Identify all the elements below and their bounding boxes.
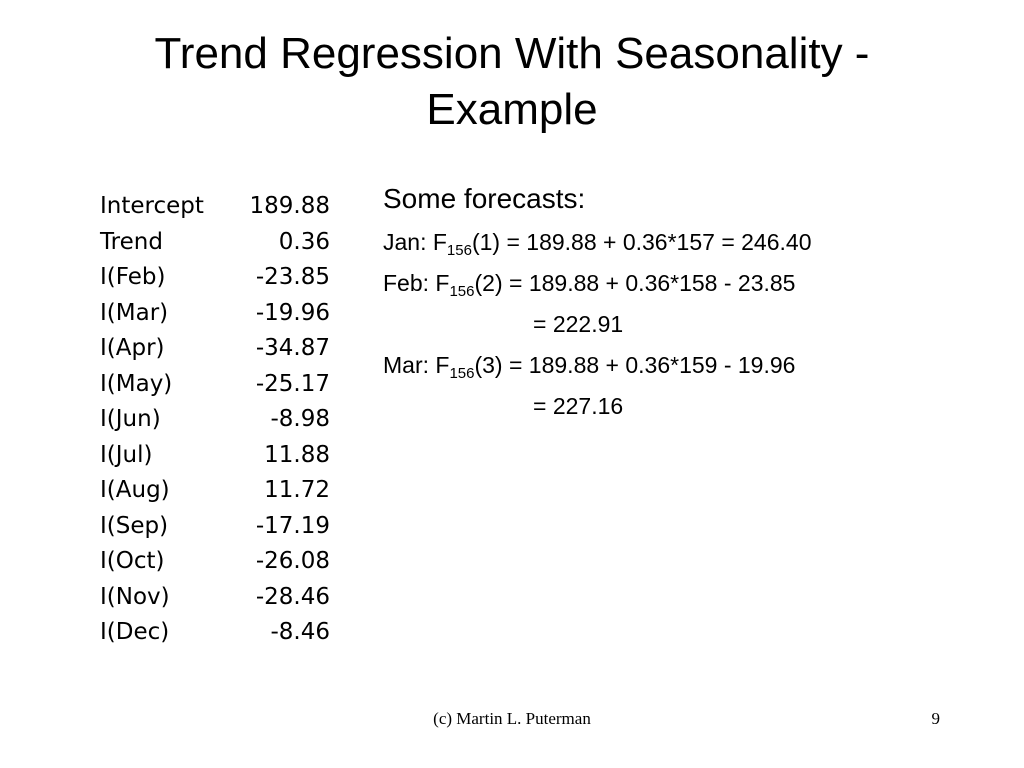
coefficient-value: -26.08: [255, 548, 330, 574]
table-row: I(Nov) -28.46: [100, 580, 330, 616]
table-row: I(Apr) -34.87: [100, 331, 330, 367]
page-number: 9: [931, 709, 941, 728]
coefficient-name: I(Sep): [100, 512, 169, 539]
table-row: I(Jun) -8.98: [100, 402, 330, 438]
forecast-mar-formula: (3) = 189.88 + 0.36*159 - 19.96: [474, 352, 796, 378]
table-row: I(Sep) -17.19: [100, 509, 330, 545]
table-row: I(Mar) -19.96: [100, 296, 330, 332]
table-row: I(Dec) -8.46: [100, 615, 330, 651]
coefficient-value: -34.87: [255, 335, 330, 361]
coefficient-name: I(Mar): [100, 299, 169, 326]
coefficient-name: I(Oct): [100, 548, 165, 574]
coefficient-value: 0.36: [278, 228, 330, 255]
coefficient-name: I(Jun): [100, 406, 161, 432]
forecast-mar-subscript: 156: [449, 365, 475, 382]
coefficient-name: I(Apr): [100, 335, 165, 361]
forecast-feb-formula: (2) = 189.88 + 0.36*158 - 23.85: [474, 270, 796, 296]
forecast-mar: Mar: F156(3) = 189.88 + 0.36*159 - 19.96: [383, 345, 1003, 386]
forecasts-panel: Some forecasts: Jan: F156(1) = 189.88 + …: [383, 180, 1003, 427]
forecast-feb-subscript: 156: [449, 283, 475, 300]
forecast-jan-formula: (1) = 189.88 + 0.36*157 = 246.40: [471, 229, 812, 255]
coefficient-name: I(Aug): [100, 477, 170, 503]
forecast-mar-prefix: Mar: F: [383, 352, 450, 378]
slide-title-line-2: Example: [426, 85, 598, 134]
forecasts-heading: Some forecasts:: [383, 183, 586, 214]
table-row: I(Oct) -26.08: [100, 544, 330, 580]
forecast-feb-prefix: Feb: F: [383, 270, 450, 296]
coefficient-name: Trend: [100, 228, 163, 255]
table-row: I(Aug) 11.72: [100, 473, 330, 509]
coefficient-value: -23.85: [255, 264, 330, 290]
slide-title: Trend Regression With Seasonality - Exam…: [40, 26, 984, 138]
table-row: I(Feb) -23.85: [100, 260, 330, 296]
coefficient-value: -25.17: [255, 370, 330, 397]
coefficient-name: I(Jul): [100, 441, 153, 468]
coefficient-value: -8.98: [270, 406, 330, 432]
forecast-jan-prefix: Jan: F: [383, 229, 447, 255]
coefficient-name: I(Dec): [100, 619, 170, 645]
coefficient-value: -8.46: [270, 619, 330, 645]
forecast-feb: Feb: F156(2) = 189.88 + 0.36*158 - 23.85: [383, 263, 1003, 304]
forecast-feb-result: = 222.91: [533, 311, 624, 337]
coefficient-value: 11.72: [264, 477, 330, 503]
coefficient-value: -28.46: [255, 583, 330, 610]
coefficient-table: Intercept 189.88 Trend 0.36 I(Feb) -23.8…: [100, 189, 330, 651]
coefficient-name: I(Feb): [100, 264, 166, 290]
coefficient-value: 11.88: [264, 441, 330, 468]
forecast-jan-subscript: 156: [446, 242, 472, 259]
table-row: Intercept 189.88: [100, 189, 330, 225]
footer-credit: (c) Martin L. Puterman: [433, 709, 591, 728]
slide-title-line-1: Trend Regression With Seasonality -: [154, 29, 870, 78]
coefficient-name: I(Nov): [100, 583, 170, 610]
table-row: I(May) -25.17: [100, 367, 330, 403]
coefficient-name: I(May): [100, 370, 173, 397]
coefficient-name: Intercept: [100, 193, 204, 219]
coefficient-value: -19.96: [255, 299, 330, 326]
table-row: I(Jul) 11.88: [100, 438, 330, 474]
coefficient-value: 189.88: [249, 193, 330, 219]
coefficient-value: -17.19: [255, 512, 330, 539]
forecast-mar-result: = 227.16: [533, 393, 624, 419]
forecast-jan: Jan: F156(1) = 189.88 + 0.36*157 = 246.4…: [383, 222, 1003, 263]
table-row: Trend 0.36: [100, 225, 330, 261]
